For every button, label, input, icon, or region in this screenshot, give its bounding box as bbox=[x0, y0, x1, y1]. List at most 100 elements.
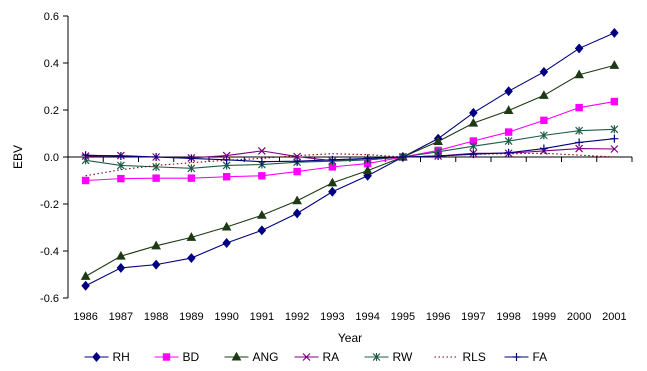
y-tick-label: 0.4 bbox=[44, 58, 59, 70]
legend-swatch-marker bbox=[92, 352, 101, 362]
legend-item-rls: RLS bbox=[434, 350, 486, 364]
series-rh-point bbox=[151, 259, 161, 270]
series-rh-point bbox=[539, 66, 549, 77]
series-ang-point bbox=[468, 117, 479, 127]
series-fa-point bbox=[152, 153, 161, 161]
series-rw-point bbox=[469, 142, 478, 151]
series-ang-point bbox=[151, 240, 161, 250]
series-bd-point bbox=[293, 167, 301, 176]
legend-item-rw: RW bbox=[364, 350, 413, 364]
x-tick-label: 2001 bbox=[602, 311, 626, 323]
series-rw-point bbox=[610, 125, 619, 134]
series-ang bbox=[80, 60, 620, 280]
x-tick-label: 1990 bbox=[214, 311, 238, 323]
series-rh-point bbox=[610, 27, 619, 38]
x-tick-label: 1997 bbox=[461, 311, 485, 323]
legend-label: RH bbox=[113, 350, 130, 364]
legend-label: RLS bbox=[463, 350, 486, 364]
series-ang-point bbox=[503, 105, 514, 114]
y-tick-label: 0.2 bbox=[44, 105, 59, 117]
series-fa-point bbox=[116, 152, 125, 161]
series-ang-point bbox=[80, 271, 91, 280]
series-fa-point bbox=[539, 144, 548, 153]
axes: -0.6 -0.4 -0.2 0.0 0.2 0.4 0.6 1986 1987 1988 1989… bbox=[11, 11, 633, 345]
series-bd-point bbox=[81, 176, 90, 185]
series-rh-point bbox=[116, 262, 126, 273]
y-tick-label: 0.0 bbox=[44, 152, 59, 164]
series-bd-point bbox=[575, 103, 583, 112]
series-ang-point bbox=[574, 69, 584, 79]
series-rls-line bbox=[85, 152, 615, 177]
x-tick-label: 1994 bbox=[355, 311, 379, 323]
legend-item-fa: FA bbox=[504, 350, 548, 364]
series-rh-point bbox=[328, 186, 337, 197]
series-bd-line bbox=[85, 100, 615, 182]
x-tick-label: 1996 bbox=[426, 311, 450, 323]
series-fa-point bbox=[222, 155, 231, 164]
legend-label: BD bbox=[183, 350, 200, 364]
series-rh-point bbox=[187, 253, 196, 264]
series-bd-point bbox=[152, 174, 160, 182]
series-rh-point bbox=[504, 86, 513, 97]
series-rls bbox=[85, 152, 615, 177]
series-rw-point bbox=[539, 131, 548, 140]
series-fa-point bbox=[575, 138, 584, 147]
series-ang-point bbox=[116, 250, 126, 260]
series-ra-point bbox=[222, 151, 231, 160]
x-tick-label: 1987 bbox=[109, 311, 133, 323]
series-ra-point bbox=[575, 144, 584, 153]
series-bd-point bbox=[540, 116, 548, 125]
legend-label: FA bbox=[533, 350, 548, 364]
x-tick-label: 1992 bbox=[285, 311, 309, 323]
series-rh-point bbox=[469, 107, 478, 118]
legend-item-ra: RA bbox=[294, 350, 340, 364]
y-tick-label: -0.2 bbox=[40, 199, 59, 211]
legend-label: RA bbox=[323, 350, 340, 364]
y-tick-label: -0.6 bbox=[40, 293, 59, 305]
x-tick-label: 1991 bbox=[250, 311, 274, 323]
legend-label: ANG bbox=[253, 350, 279, 364]
series-ang-point bbox=[292, 195, 302, 205]
series-fa-line bbox=[85, 138, 615, 163]
series-fa-point bbox=[187, 154, 196, 163]
series-fa-point bbox=[610, 134, 619, 143]
x-tick-label: 1986 bbox=[73, 311, 97, 323]
x-tick-label: 1989 bbox=[179, 311, 203, 323]
series-fa-point bbox=[469, 150, 478, 159]
series-ra-point bbox=[257, 146, 266, 155]
series-rh-point bbox=[257, 225, 267, 236]
series-ang-point bbox=[609, 60, 620, 69]
series-ra-point bbox=[293, 152, 302, 161]
legend-swatch-marker bbox=[372, 353, 381, 361]
series-fa-point bbox=[434, 152, 443, 161]
series-rw-point bbox=[504, 137, 513, 146]
y-tick-label: -0.4 bbox=[40, 246, 59, 258]
series-ang-point bbox=[327, 177, 338, 187]
legend-swatch-marker bbox=[512, 353, 521, 361]
legend-swatch-marker bbox=[231, 351, 242, 361]
x-tick-label: 1993 bbox=[320, 311, 344, 323]
series-ang-point bbox=[221, 221, 232, 231]
series-rw-point bbox=[187, 164, 196, 173]
series-bd-point bbox=[504, 128, 513, 136]
series-bd-point bbox=[610, 97, 619, 106]
legend-swatch-marker bbox=[162, 353, 171, 361]
series-rw-point bbox=[152, 162, 161, 171]
legend-item-ang: ANG bbox=[224, 350, 279, 364]
series-fa bbox=[81, 134, 619, 166]
series-rw-point bbox=[575, 126, 584, 135]
series-ang-point bbox=[539, 90, 549, 99]
legend-item-bd: BD bbox=[154, 350, 200, 364]
series-rw-point bbox=[116, 161, 125, 170]
series-ang-point bbox=[362, 165, 373, 175]
x-axis-title: Year bbox=[338, 331, 362, 345]
series-bd-point bbox=[187, 174, 196, 182]
legend-label: RW bbox=[393, 350, 413, 364]
legend-item-rh: RH bbox=[84, 350, 130, 364]
y-tick-label: 0.6 bbox=[44, 11, 59, 23]
series-rh-point bbox=[574, 43, 584, 54]
series-fa-point bbox=[504, 148, 513, 157]
series-rw-line bbox=[85, 128, 615, 169]
series-layer bbox=[80, 27, 620, 291]
